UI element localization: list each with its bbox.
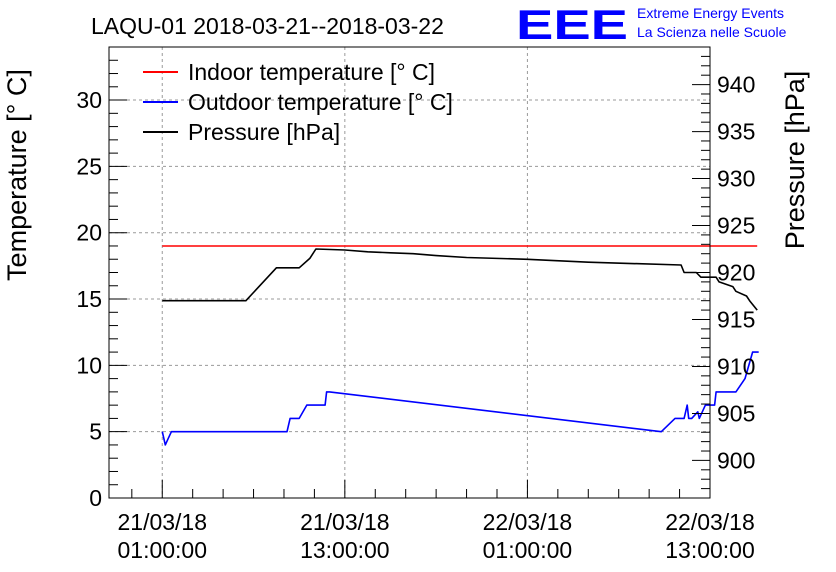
chart-title: LAQU-01 2018-03-21--2018-03-22 <box>91 13 444 39</box>
y-tick-label-15: 15 <box>76 286 102 312</box>
grid <box>109 47 711 499</box>
y-tick-label-20: 20 <box>76 220 102 246</box>
y-tick-label-25: 25 <box>76 153 102 179</box>
y2-tick-label-920: 920 <box>717 260 755 286</box>
eee-logo-line1: Extreme Energy Events <box>637 5 784 21</box>
x-tick-label-time: 01:00:00 <box>483 537 573 563</box>
eee-logo-line2: La Scienza nelle Scuole <box>637 24 787 40</box>
legend: Indoor temperature [° C] Outdoor tempera… <box>143 59 453 145</box>
series-line-pressure <box>162 248 758 311</box>
y2-tick-label-940: 940 <box>717 72 755 98</box>
legend-label-pressure: Pressure [hPa] <box>188 119 340 145</box>
axes: 0 5 10 15 20 25 30 900 905 910 915 920 925 930 935 940 2… <box>76 46 755 563</box>
y-tick-label-5: 5 <box>89 419 102 445</box>
y-tick-label-0: 0 <box>89 485 102 511</box>
y2-tick-label-930: 930 <box>717 166 755 192</box>
y-tick-label-30: 30 <box>76 87 102 113</box>
y2-tick-label-905: 905 <box>717 400 755 426</box>
y2-tick-label-925: 925 <box>717 213 755 239</box>
x-tick-label-date: 22/03/18 <box>483 509 573 535</box>
x-tick-label-date: 22/03/18 <box>665 509 755 535</box>
eee-logo-mark: EEE <box>516 1 628 48</box>
legend-label-outdoor: Outdoor temperature [° C] <box>188 89 453 115</box>
legend-label-indoor: Indoor temperature [° C] <box>188 59 435 85</box>
x-tick-label-date: 21/03/18 <box>117 509 207 535</box>
series-line-outdoor <box>161 351 759 446</box>
y2-tick-label-935: 935 <box>717 119 755 145</box>
y2-tick-label-900: 900 <box>717 447 755 473</box>
series-group <box>161 245 759 446</box>
x-tick-label-date: 21/03/18 <box>300 509 390 535</box>
y2-tick-label-910: 910 <box>717 353 755 379</box>
y2-axis-label: Pressure [hPa] <box>780 71 810 250</box>
y-axis-label: Temperature [° C] <box>2 69 32 281</box>
y2-tick-label-915: 915 <box>717 306 755 332</box>
x-tick-label-time: 13:00:00 <box>300 537 390 563</box>
eee-logo: EEE Extreme Energy Events La Scienza nel… <box>516 1 787 48</box>
x-tick-label-time: 13:00:00 <box>665 537 755 563</box>
x-tick-label-time: 01:00:00 <box>117 537 207 563</box>
y-tick-label-10: 10 <box>76 352 102 378</box>
